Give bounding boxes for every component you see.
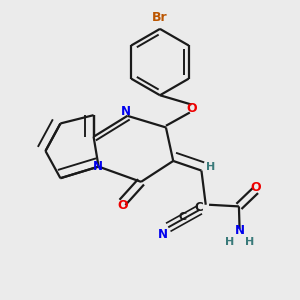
Text: C: C <box>178 212 187 222</box>
Text: O: O <box>117 199 128 212</box>
Text: O: O <box>250 181 261 194</box>
Text: N: N <box>93 160 103 173</box>
Text: N: N <box>121 105 131 118</box>
Text: H: H <box>225 237 234 247</box>
Text: O: O <box>186 102 197 115</box>
Text: N: N <box>235 224 244 238</box>
Text: H: H <box>245 237 254 247</box>
Text: C: C <box>194 201 203 214</box>
Text: H: H <box>206 162 215 172</box>
Text: Br: Br <box>152 11 168 24</box>
Text: N: N <box>158 228 168 241</box>
